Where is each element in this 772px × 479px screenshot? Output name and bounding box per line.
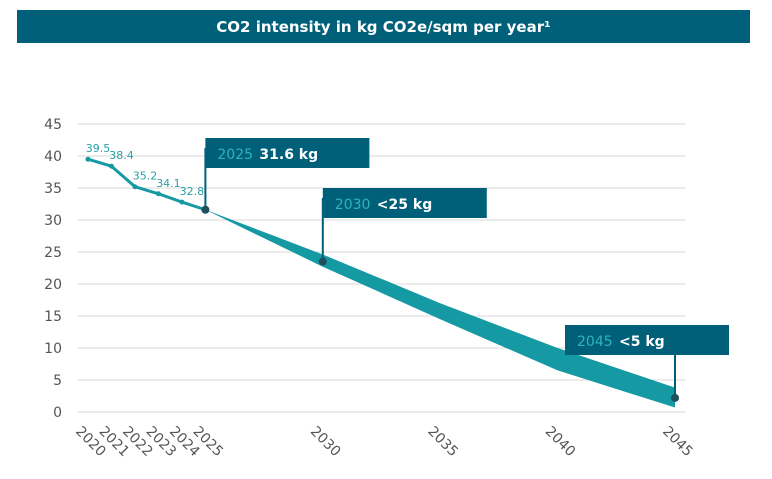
y-tick-label: 25	[44, 245, 62, 261]
data-label: 32.8	[180, 185, 205, 198]
data-label: 38.4	[109, 149, 134, 162]
y-tick-label: 5	[53, 373, 62, 389]
data-label: 34.1	[156, 177, 181, 190]
callout-value: 31.6 kg	[259, 147, 318, 163]
y-tick-label: 40	[44, 149, 62, 165]
x-tick-label: 2040	[542, 424, 579, 461]
data-point	[155, 191, 161, 197]
callout-year: 2025	[217, 147, 253, 163]
callout-value: <5 kg	[619, 334, 665, 350]
x-tick-label: 2035	[424, 424, 461, 461]
x-tick-label: 2045	[659, 424, 696, 461]
callout-value: <25 kg	[377, 197, 432, 213]
callout-box	[322, 188, 487, 218]
y-tick-label: 0	[53, 405, 62, 421]
callout-year: 2045	[577, 334, 613, 350]
data-point	[85, 156, 91, 162]
actual-series-line	[87, 157, 206, 212]
x-tick-label: 2030	[307, 424, 344, 461]
callout-box	[205, 138, 370, 168]
y-tick-label: 45	[44, 117, 62, 133]
callout-marker	[201, 205, 210, 214]
chart-title: CO2 intensity in kg CO2e/sqm per year¹	[17, 10, 750, 43]
data-point	[179, 199, 185, 205]
data-label: 35.2	[133, 170, 158, 183]
data-point	[108, 163, 114, 169]
data-point	[132, 184, 138, 190]
data-label: 39.5	[86, 142, 111, 155]
y-tick-label: 20	[44, 277, 62, 293]
callout-marker	[671, 393, 679, 402]
y-tick-label: 30	[44, 213, 62, 229]
target-band-area	[205, 209, 675, 408]
callout-year: 2030	[335, 197, 371, 213]
y-tick-label: 35	[44, 181, 62, 197]
callout-marker	[318, 257, 327, 266]
y-tick-label: 15	[44, 309, 62, 325]
y-tick-label: 10	[44, 341, 62, 357]
callout-box	[565, 325, 729, 355]
